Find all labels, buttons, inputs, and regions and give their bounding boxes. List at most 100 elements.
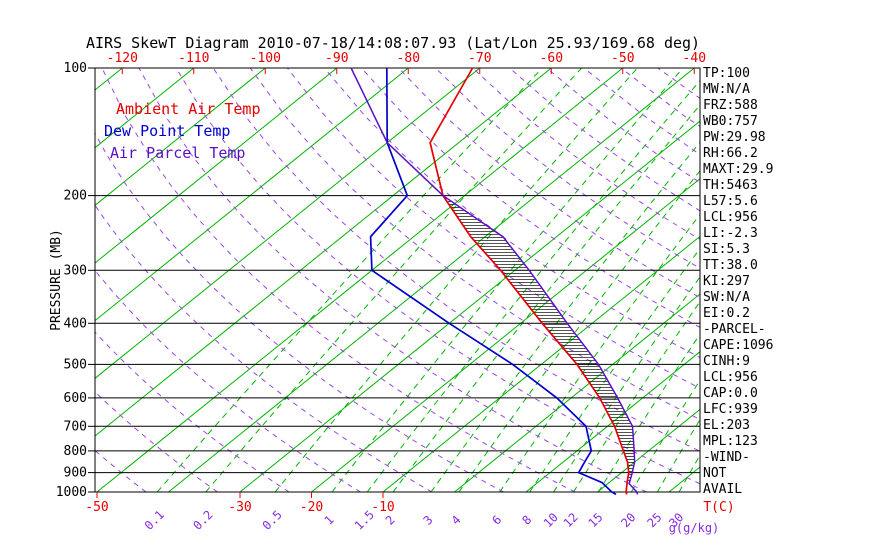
stat-line: PW:29.98 [703, 130, 766, 145]
cape-hatch [444, 197, 635, 481]
mixing-ratio-line [274, 68, 638, 492]
mixing-ratio-line [573, 300, 700, 492]
top-temp-label: -70 [468, 51, 491, 66]
stat-line: TP:100 [703, 66, 750, 81]
mixing-ratio-line [553, 276, 700, 492]
isotherm-line [525, 351, 700, 492]
mixing-ratio-label: 1 [322, 513, 337, 528]
mixing-ratio-line [499, 213, 700, 492]
mixing-ratio-label: 15 [586, 510, 606, 530]
bottom-temp-label: -50 [85, 500, 108, 515]
top-temp-label: -40 [683, 51, 706, 66]
mixing-ratio-line [430, 141, 700, 492]
stat-line: MPL:123 [703, 434, 758, 449]
mixing-ratio-label: 6 [489, 513, 504, 528]
stat-line: LCL:956 [703, 370, 758, 385]
stat-line: TT:38.0 [703, 258, 758, 273]
isotherm-line [95, 68, 195, 149]
stat-line: CAP:0.0 [703, 386, 758, 401]
stat-line: FRZ:588 [703, 98, 758, 113]
isotherms [0, 68, 700, 492]
stat-line: MAXT:29.9 [703, 162, 774, 177]
top-axis: -120 -110 -100 -90 -80 -70 -60 -50 -40 [107, 51, 706, 74]
stat-line: TH:5463 [703, 178, 758, 193]
dry-adiabat-line [95, 269, 361, 492]
stat-line: EL:203 [703, 418, 750, 433]
top-temp-label: -110 [178, 51, 209, 66]
isotherm-line [95, 68, 481, 379]
dry-adiabat-line [361, 68, 700, 328]
stat-line: KI:297 [703, 274, 750, 289]
mixing-ratio-label: 12 [561, 510, 581, 530]
mixing-ratio-line [630, 379, 700, 492]
dry-adiabat-line [95, 132, 504, 492]
stat-line: AVAIL [703, 482, 743, 497]
bottom-axis: -50 -30 -20 -10 T(C) [85, 492, 735, 515]
ambient-temp-curve [429, 67, 630, 495]
isotherm-line [597, 408, 700, 492]
mixing-ratio-line [205, 68, 582, 492]
stat-line: MW:N/A [703, 82, 750, 97]
stat-line: SI:5.3 [703, 242, 750, 257]
isotherm-line [95, 68, 338, 264]
mixing-ratio-line [156, 68, 543, 492]
pressure-tick-label: 900 [64, 466, 87, 481]
stat-line: LCL:956 [703, 210, 758, 225]
top-temp-label: -80 [397, 51, 420, 66]
mixing-ratio-label: 0.5 [260, 508, 285, 533]
pressure-tick-label: 400 [64, 316, 87, 331]
top-temp-label: -90 [325, 51, 348, 66]
legend-dew-point: Dew Point Temp [104, 122, 231, 140]
pressure-axis: 100 200 300 400 500 600 700 800 900 1000 PRESSURE … [49, 61, 87, 500]
stat-line: LI:-2.3 [703, 226, 758, 241]
mixing-ratio-line [331, 68, 684, 492]
bottom-temp-label: -30 [228, 500, 251, 515]
stat-line: -PARCEL- [703, 322, 766, 337]
isotherm-line [96, 68, 624, 492]
top-temp-label: -100 [250, 51, 281, 66]
mixing-ratio-line [458, 169, 700, 492]
isotherm-line [239, 120, 700, 492]
dry-adiabat-line [249, 68, 700, 421]
mixing-ratio-line [392, 104, 700, 492]
mixing-ratio-label: 3 [421, 513, 436, 528]
isotherm-line [311, 178, 700, 492]
isotherm-line [0, 68, 51, 492]
dry-adiabat-line [95, 331, 290, 492]
isotherm-line [382, 235, 700, 492]
pressure-tick-label: 300 [64, 263, 87, 278]
top-temp-label: -60 [540, 51, 563, 66]
isotherm-line [454, 293, 700, 492]
stat-line: RH:66.2 [703, 146, 758, 161]
pressure-tick-label: 1000 [56, 485, 87, 500]
mixing-ratio-label: 0.1 [142, 508, 167, 533]
mixing-ratio-line [678, 454, 700, 492]
isotherm-line [95, 68, 266, 206]
temp-unit-label: T(C) [703, 500, 734, 515]
bottom-temp-label: -20 [300, 500, 323, 515]
pressure-tick-label: 500 [64, 357, 87, 372]
legend-air-parcel: Air Parcel Temp [110, 144, 246, 162]
dry-adiabat-line [286, 68, 700, 389]
dry-adiabat-line [175, 68, 700, 485]
mixing-ratio-unit-label: g(g/kg) [669, 521, 720, 535]
mixing-ratio-line [597, 333, 700, 492]
mixing-ratio-line [656, 418, 700, 492]
isotherm-line [168, 68, 695, 492]
dry-adiabat-line [212, 68, 700, 452]
stat-line: -WIND- [703, 450, 750, 465]
dry-adiabat-line [101, 68, 576, 492]
top-temp-label: -50 [611, 51, 634, 66]
mixing-ratio-line [529, 247, 700, 492]
pressure-tick-label: 600 [64, 391, 87, 406]
dry-adiabat-line [95, 391, 218, 492]
stats-panel: TP:100 MW:N/A FRZ:588 WB0:757 PW:29.98 RH:66.… [703, 66, 867, 498]
mixing-ratio-line [366, 79, 700, 492]
mixing-ratio-label: 10 [541, 510, 561, 530]
pressure-tick-label: 700 [64, 419, 87, 434]
isotherm-line [95, 68, 552, 437]
pressure-tick-label: 800 [64, 444, 87, 459]
pressure-axis-title: PRESSURE (MB) [49, 229, 64, 331]
stat-line: LFC:939 [703, 402, 758, 417]
mixing-ratio-label: 4 [449, 513, 464, 528]
